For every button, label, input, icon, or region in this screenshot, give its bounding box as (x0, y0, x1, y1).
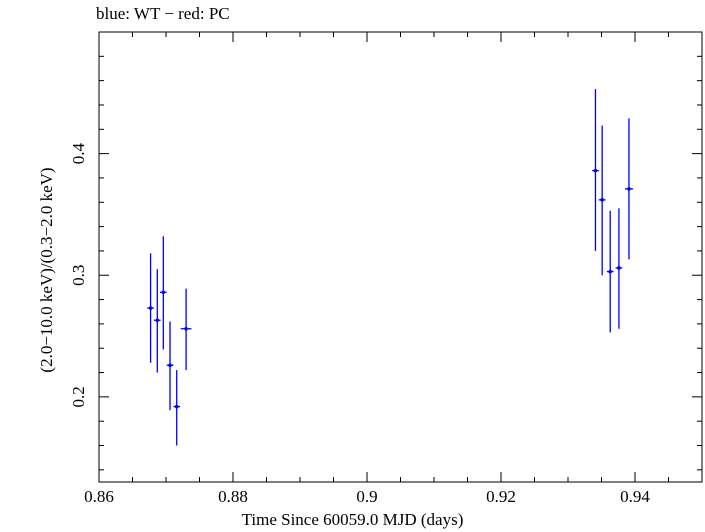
data-point (148, 306, 153, 310)
data-point (608, 269, 613, 274)
data-point (155, 318, 160, 323)
x-tick-label: 0.92 (486, 487, 516, 506)
data-point (174, 404, 179, 409)
x-axis-label: Time Since 60059.0 MJD (days) (241, 510, 464, 529)
y-axis-label: (2.0−10.0 keV)/(0.3−2.0 keV) (37, 167, 56, 373)
data-point (184, 326, 188, 331)
y-tick-label: 0.2 (69, 386, 88, 407)
y-tick-label: 0.4 (69, 142, 88, 164)
x-tick-label: 0.94 (620, 487, 650, 506)
plot-frame (98, 31, 703, 483)
data-point (617, 266, 621, 270)
y-tick-label: 0.3 (69, 265, 88, 286)
data-point (593, 168, 598, 173)
data-point (600, 198, 604, 202)
x-tick-label: 0.86 (84, 487, 114, 506)
chart-title: blue: WT − red: PC (96, 4, 230, 23)
data-point (168, 363, 172, 368)
x-tick-label: 0.88 (218, 487, 248, 506)
data-point (627, 187, 631, 191)
data-point (161, 290, 166, 295)
x-tick-label: 0.9 (356, 487, 377, 506)
